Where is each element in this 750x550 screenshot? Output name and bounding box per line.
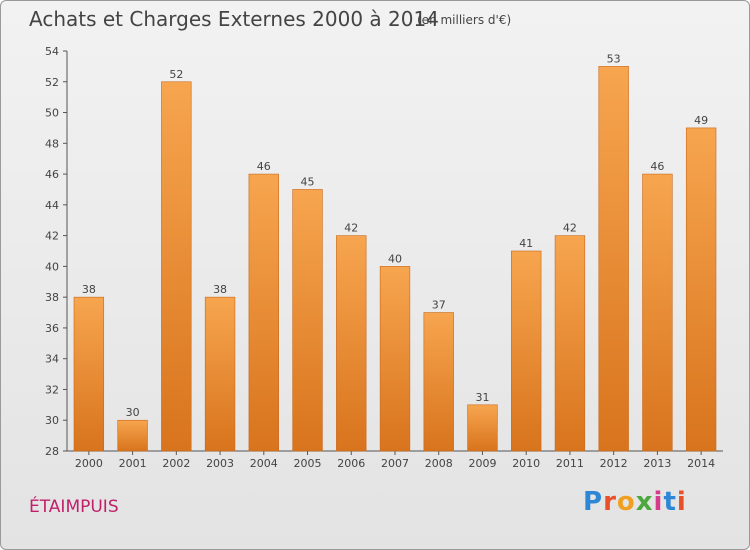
x-tick-label: 2006 xyxy=(337,457,365,470)
logo-letter: i xyxy=(653,487,664,517)
bar xyxy=(161,81,192,452)
data-label: 53 xyxy=(607,52,621,65)
data-label: 40 xyxy=(388,252,402,265)
x-tick-label: 2004 xyxy=(250,457,278,470)
y-tick-label: 44 xyxy=(45,199,59,212)
bar xyxy=(554,235,586,452)
data-label: 31 xyxy=(475,391,489,404)
bar xyxy=(685,127,717,452)
y-tick-label: 40 xyxy=(45,260,59,273)
logo-letter: i xyxy=(676,487,687,517)
y-tick-label: 50 xyxy=(45,107,59,120)
data-label: 46 xyxy=(257,160,271,173)
y-tick-label: 46 xyxy=(45,168,59,181)
x-tick-label: 2002 xyxy=(162,457,190,470)
y-tick-label: 54 xyxy=(45,45,59,58)
location-name: ÉTAIMPUIS xyxy=(29,497,119,517)
x-tick-label: 2012 xyxy=(600,457,628,470)
bar xyxy=(379,266,411,452)
y-tick-label: 38 xyxy=(45,291,59,304)
bar xyxy=(248,173,279,452)
data-label: 45 xyxy=(301,175,315,188)
x-tick-label: 2014 xyxy=(687,457,715,470)
x-tick-label: 2009 xyxy=(468,457,496,470)
bar xyxy=(336,235,367,452)
data-label: 38 xyxy=(213,283,227,296)
y-tick-label: 48 xyxy=(45,137,59,150)
data-label: 38 xyxy=(82,283,96,296)
data-label: 42 xyxy=(344,222,358,235)
y-tick-label: 28 xyxy=(45,445,59,458)
bar xyxy=(204,296,236,452)
y-tick-label: 42 xyxy=(45,230,59,243)
x-tick-label: 2011 xyxy=(556,457,584,470)
y-tick-label: 52 xyxy=(45,76,59,89)
chart-subtitle: (en milliers d'€) xyxy=(417,13,512,27)
bar xyxy=(73,296,105,452)
bar xyxy=(598,66,629,452)
y-tick-label: 32 xyxy=(45,383,59,396)
data-label: 42 xyxy=(563,222,577,235)
data-label: 30 xyxy=(126,406,140,419)
data-label: 52 xyxy=(169,68,183,81)
logo-letter: o xyxy=(616,487,636,517)
proxiti-logo: Proxiti xyxy=(583,487,687,517)
bar xyxy=(117,419,148,452)
bar xyxy=(642,173,673,452)
y-tick-label: 36 xyxy=(45,322,59,335)
logo-letter: x xyxy=(635,487,654,517)
data-label: 49 xyxy=(694,114,708,127)
x-tick-label: 2007 xyxy=(381,457,409,470)
logo-letter: P xyxy=(583,487,604,517)
x-tick-label: 2000 xyxy=(75,457,103,470)
x-tick-label: 2003 xyxy=(206,457,234,470)
y-tick-label: 30 xyxy=(45,414,59,427)
x-tick-label: 2010 xyxy=(512,457,540,470)
bar xyxy=(292,189,323,452)
data-label: 41 xyxy=(519,237,533,250)
x-tick-label: 2013 xyxy=(643,457,671,470)
y-tick-label: 34 xyxy=(45,353,59,366)
bar xyxy=(423,312,454,452)
x-tick-label: 2008 xyxy=(425,457,453,470)
x-tick-label: 2005 xyxy=(294,457,322,470)
bar xyxy=(467,404,498,452)
data-label: 37 xyxy=(432,299,446,312)
chart-title: Achats et Charges Externes 2000 à 2014 xyxy=(29,7,439,31)
data-label: 46 xyxy=(650,160,664,173)
x-tick-label: 2001 xyxy=(119,457,147,470)
logo-letter: t xyxy=(663,487,677,517)
logo-letter: r xyxy=(603,487,617,517)
bar xyxy=(511,250,542,452)
